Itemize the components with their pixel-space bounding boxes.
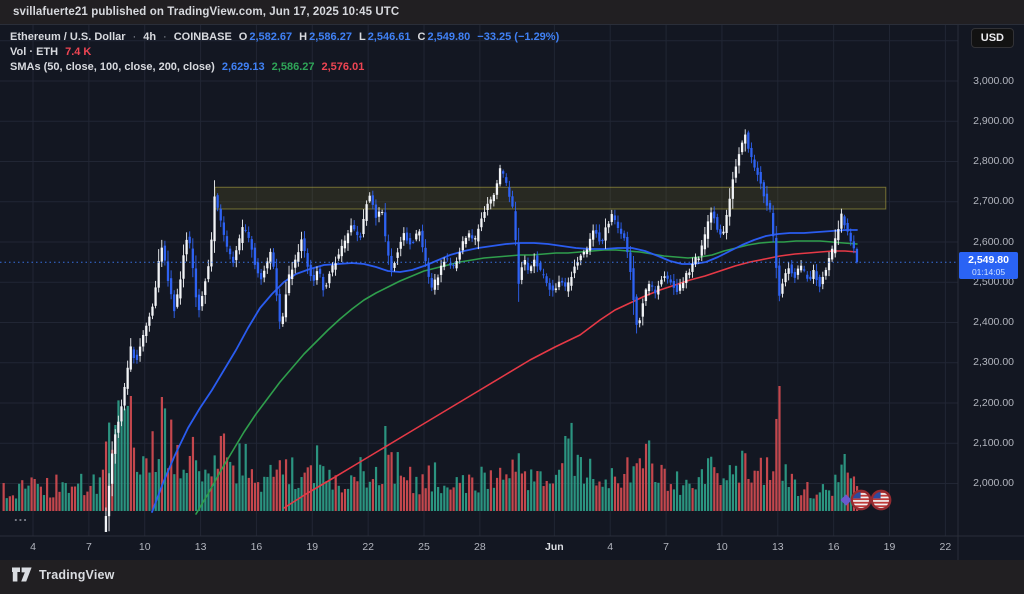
tradingview-brand-text: TradingView <box>39 567 115 582</box>
us-flag-event-icon[interactable] <box>870 489 892 511</box>
time-tick-label: 22 <box>362 541 374 553</box>
price-tick-label: 2,900.00 <box>973 114 1014 127</box>
price-tick-label: 2,200.00 <box>973 396 1014 409</box>
ohlc-low: L 2,546.61 <box>358 31 411 43</box>
time-tick-label: 10 <box>716 541 728 553</box>
price-tick-label: 3,000.00 <box>973 74 1014 87</box>
sma-label: SMAs (50, close, 100, close, 200, close) <box>10 61 215 73</box>
price-tick-label: 2,300.00 <box>973 356 1014 369</box>
volume-label: Vol · ETH <box>10 46 59 58</box>
separator-dot: · <box>132 31 137 43</box>
currency-toggle-button[interactable]: USD <box>970 28 1014 48</box>
time-tick-label: 13 <box>771 541 784 553</box>
legend-volume-row[interactable]: Vol · ETH 7.4 K <box>10 45 559 59</box>
sma100-value: 2,586.27 <box>271 61 315 73</box>
supply-zone-rectangle[interactable] <box>214 186 887 210</box>
time-tick-label: 22 <box>939 541 952 553</box>
time-tick-label: 4 <box>30 541 36 553</box>
time-tick-label: 7 <box>663 541 669 553</box>
exchange-label: COINBASE <box>173 31 232 43</box>
published-bar: svillafuerte21 published on TradingView.… <box>0 0 1024 24</box>
legend-more-ellipsis[interactable]: ... <box>14 509 28 524</box>
time-tick-label: 19 <box>306 541 319 553</box>
sma50-value: 2,629.13 <box>221 61 265 73</box>
price-tick-label: 2,800.00 <box>973 155 1014 167</box>
time-tick-label: 19 <box>883 541 896 553</box>
time-tick-label: 4 <box>607 541 614 553</box>
time-tick-label: 7 <box>85 541 92 553</box>
bar-countdown: 01:14:05 <box>971 267 1006 277</box>
chart-canvas[interactable] <box>0 24 1024 560</box>
last-price-badge: 2,549.80 01:14:05 <box>959 252 1018 279</box>
price-tick-label: 2,100.00 <box>973 436 1014 449</box>
time-tick-label: 13 <box>194 541 207 553</box>
chart-legend: Ethereum / U.S. Dollar · 4h · COINBASE O… <box>10 30 559 75</box>
tradingview-brand[interactable]: TradingView <box>12 567 115 582</box>
price-tick-label: 2,400.00 <box>973 316 1014 328</box>
candles <box>104 129 859 532</box>
ohlc-high: H 2,586.27 <box>299 31 352 43</box>
change-value: −33.25 (−1.29%) <box>477 31 560 43</box>
time-tick-label: 25 <box>418 541 430 553</box>
footer-strip: TradingView <box>0 560 1024 594</box>
time-tick-label: Jun <box>545 541 564 553</box>
sma-100-line[interactable] <box>195 240 858 515</box>
sma-50-line[interactable] <box>151 229 858 513</box>
separator-dot: · <box>163 31 167 43</box>
price-tick-label: 2,600.00 <box>973 235 1014 248</box>
price-tick-label: 2,000.00 <box>973 477 1014 489</box>
time-tick-label: 28 <box>474 541 486 553</box>
interval-label[interactable]: 4h <box>143 31 157 43</box>
time-tick-label: 10 <box>138 541 151 553</box>
legend-sma-row[interactable]: SMAs (50, close, 100, close, 200, close)… <box>10 60 559 74</box>
published-bar-text: svillafuerte21 published on TradingView.… <box>13 6 400 18</box>
last-price-value: 2,549.80 <box>968 254 1009 266</box>
price-tick-label: 2,700.00 <box>973 195 1014 208</box>
time-tick-label: 16 <box>250 541 263 553</box>
ohlc-close: C 2,549.80 <box>417 31 471 43</box>
us-flag-event-icon[interactable] <box>850 489 872 511</box>
volume-value: 7.4 K <box>65 46 92 58</box>
volume-bars <box>2 386 859 511</box>
legend-symbol-row[interactable]: Ethereum / U.S. Dollar · 4h · COINBASE O… <box>10 30 559 44</box>
time-tick-label: 16 <box>827 541 840 553</box>
grid-lines <box>0 25 958 536</box>
sma200-value: 2,576.01 <box>321 61 365 73</box>
ohlc-open: O 2,582.67 <box>238 31 293 43</box>
tradingview-logo-icon <box>12 567 32 582</box>
symbol-name: Ethereum / U.S. Dollar <box>10 31 126 43</box>
